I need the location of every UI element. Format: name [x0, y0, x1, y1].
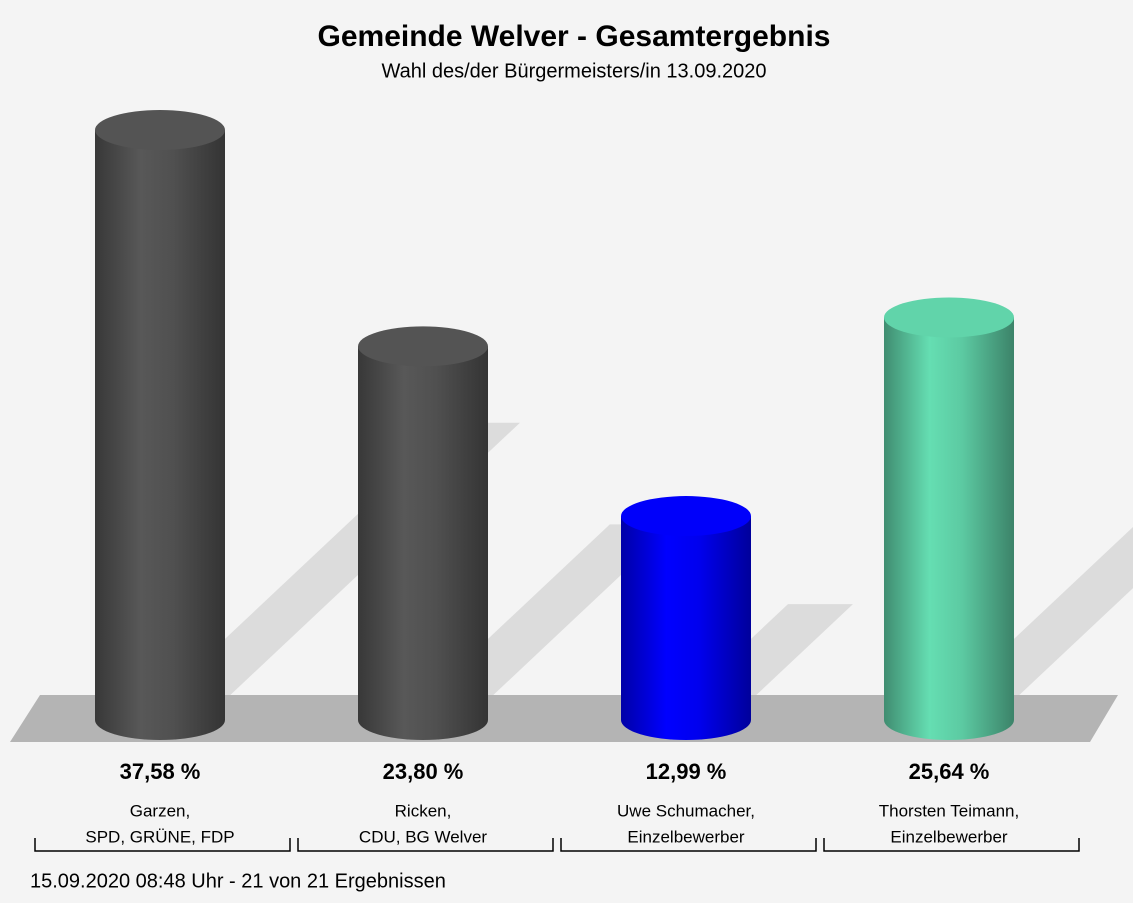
chart-title: Gemeinde Welver - Gesamtergebnis — [318, 20, 831, 53]
value-label: 25,64 % — [909, 759, 990, 784]
bar-top — [358, 326, 488, 367]
category-label: Ricken, — [395, 801, 452, 820]
category-label: Einzelbewerber — [890, 827, 1008, 846]
value-label: 37,58 % — [120, 759, 201, 784]
bar-layer — [95, 109, 1014, 740]
bar — [621, 516, 751, 720]
bar-top — [884, 297, 1014, 338]
category-bracket — [560, 838, 817, 852]
value-label: 12,99 % — [646, 759, 727, 784]
category-bracket — [34, 838, 291, 852]
value-label: 23,80 % — [383, 759, 464, 784]
category-label: Uwe Schumacher, — [617, 801, 755, 820]
chart-subtitle: Wahl des/der Bürgermeisters/in 13.09.202… — [381, 60, 766, 82]
bar — [884, 317, 1014, 720]
category-bracket — [823, 838, 1080, 852]
bar — [358, 346, 488, 720]
bar-top — [621, 496, 751, 537]
bar-top — [95, 109, 225, 150]
category-label: SPD, GRÜNE, FDP — [85, 827, 234, 846]
category-label: CDU, BG Welver — [359, 827, 487, 846]
category-label: Einzelbewerber — [627, 827, 745, 846]
category-label: Thorsten Teimann, — [879, 801, 1019, 820]
floor — [10, 695, 1118, 742]
category-label: Garzen, — [130, 801, 190, 820]
footer: 15.09.2020 08:48 Uhr - 21 von 21 Ergebni… — [30, 870, 446, 892]
bar — [95, 129, 225, 720]
category-bracket — [297, 838, 554, 852]
